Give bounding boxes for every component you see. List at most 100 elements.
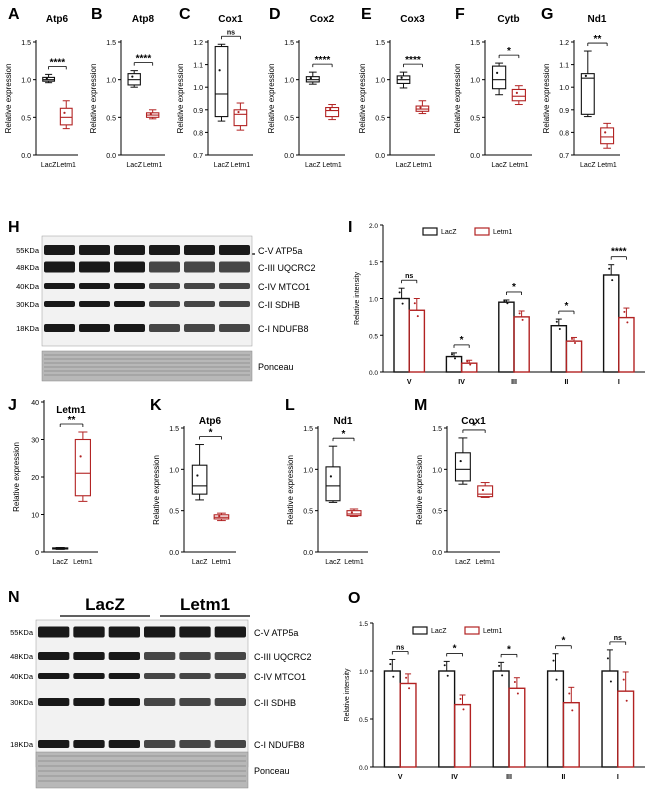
y-tick-label-C-0: 1.2 — [193, 40, 203, 47]
panel-letter-M: M — [414, 397, 427, 414]
y-tick-label-E-1: 1.0 — [375, 78, 385, 85]
y-tick-label-O-3: 0.0 — [359, 765, 368, 772]
sig-label-I-3: * — [564, 301, 568, 312]
blot-kda-H-1: 48KDa — [16, 263, 40, 272]
y-tick-label-K-3: 0.0 — [169, 550, 179, 557]
blot-protein-N-1: C-III UQCRC2 — [254, 652, 312, 662]
y-axis-label-K: Relative expression — [152, 455, 161, 525]
y-tick-label-M-0: 1.5 — [432, 426, 442, 433]
x-tick-label-M-0: LacZ — [455, 559, 471, 566]
blot-band-H-2-1 — [79, 283, 110, 289]
panel-title-B: Atp8 — [132, 14, 155, 25]
bar-I-III-lacz — [498, 301, 515, 373]
blot-band-N-4-3 — [144, 740, 176, 748]
y-tick-label-I-3: 0.5 — [369, 333, 378, 340]
x-tick-label-I-3: II — [564, 379, 568, 386]
bar-O-III-lacz — [492, 670, 510, 768]
x-tick-label-B-0: LacZ — [126, 162, 142, 169]
panel-letter-A: A — [8, 6, 20, 23]
y-tick-label-B-0: 1.5 — [106, 40, 116, 47]
y-tick-label-M-2: 0.5 — [432, 509, 442, 516]
box-M-letm1-point — [481, 488, 485, 492]
bar-O-V-lacz — [383, 670, 401, 768]
y-tick-label-D-0: 1.5 — [284, 40, 294, 47]
legend-label-lacz-I: LacZ — [441, 229, 457, 236]
x-tick-label-O-1: IV — [451, 774, 458, 781]
blot-protein-N-0: C-V ATP5a — [254, 628, 298, 638]
bar-O-I-letm1-point-2 — [625, 699, 628, 702]
y-tick-label-G-3: 0.9 — [559, 108, 569, 115]
y-tick-label-D-3: 0.0 — [284, 153, 294, 160]
blot-band-N-2-4 — [179, 673, 211, 679]
y-tick-label-J-1: 30 — [31, 438, 39, 445]
box-K-letm1-point — [218, 514, 221, 518]
blot-band-H-2-5 — [219, 283, 250, 289]
panel-title-M: Cox1 — [461, 416, 486, 427]
blot-band-H-2-3 — [149, 283, 180, 289]
y-tick-label-C-1: 1.1 — [193, 63, 203, 70]
panel-letter-N: N — [8, 589, 20, 606]
x-tick-label-A-0: LacZ — [41, 162, 57, 169]
blot-band-N-4-2 — [108, 740, 140, 748]
blot-band-H-1-5 — [219, 261, 250, 273]
blot-band-N-0-3 — [144, 626, 176, 638]
blot-band-H-4-1 — [79, 324, 110, 332]
bar-I-IV-letm1-point-1 — [466, 360, 469, 363]
x-tick-label-E-1: Letm1 — [413, 162, 433, 169]
bar-I-V-lacz — [393, 297, 410, 373]
bar-O-II-letm1-point-2 — [571, 709, 574, 712]
panel-title-C: Cox1 — [218, 14, 243, 25]
y-tick-label-D-1: 1.0 — [284, 78, 294, 85]
sig-label-J: ** — [68, 415, 76, 426]
blot-kda-N-3: 30KDa — [10, 698, 34, 707]
blot-kda-H-0: 55KDa — [16, 246, 40, 255]
bar-I-IV-lacz-point-2 — [454, 357, 457, 360]
blot-band-H-4-3 — [149, 324, 180, 332]
bar-I-II-letm1-point-1 — [570, 337, 573, 340]
box-G-letm1 — [600, 127, 615, 145]
blot-band-H-1-0 — [44, 261, 75, 273]
bar-O-IV-lacz — [438, 670, 456, 768]
box-D-lacz-point — [309, 77, 312, 80]
bar-I-IV-lacz-point-1 — [451, 353, 454, 356]
blot-protein-H-0: C-V ATP5a — [258, 246, 302, 256]
bar-I-II-letm1 — [565, 340, 583, 373]
panel-letter-G: G — [541, 6, 553, 23]
blot-band-H-3-5 — [219, 301, 250, 307]
blot-band-N-3-0 — [38, 698, 70, 706]
sig-label-F: * — [507, 46, 511, 57]
y-tick-label-A-2: 0.5 — [21, 115, 31, 122]
blot-band-N-1-5 — [214, 652, 246, 660]
y-tick-label-J-2: 20 — [31, 475, 39, 482]
x-tick-label-F-1: Letm1 — [509, 162, 529, 169]
blot-band-H-2-4 — [184, 283, 215, 289]
blot-band-N-0-5 — [214, 626, 246, 638]
bar-O-I-lacz — [601, 670, 619, 768]
blot-band-N-2-2 — [108, 673, 140, 679]
box-F-lacz-point — [496, 71, 499, 74]
legend-swatch-lacz-O — [412, 626, 428, 635]
blot-band-H-3-2 — [114, 301, 145, 307]
y-axis-label-L: Relative expression — [286, 455, 295, 525]
blot-band-H-1-3 — [149, 261, 180, 273]
blot-band-N-0-0 — [38, 626, 70, 638]
blot-kda-H-4: 18KDa — [16, 324, 40, 333]
y-tick-label-L-1: 1.0 — [303, 467, 313, 474]
bar-O-II-lacz — [546, 670, 565, 768]
panel-letter-I: I — [348, 219, 352, 236]
bar-O-II-lacz-point-2 — [555, 678, 558, 681]
blot-membrane-N — [35, 619, 249, 768]
bar-O-IV-lacz-point-1 — [443, 664, 446, 667]
x-tick-label-G-0: LacZ — [580, 162, 596, 169]
y-tick-label-F-3: 0.0 — [470, 153, 480, 160]
bar-I-I-letm1 — [618, 316, 635, 373]
panel-title-K: Atp6 — [199, 416, 222, 427]
bar-O-III-lacz-point-1 — [498, 664, 501, 667]
bar-O-II-lacz-point-1 — [552, 659, 555, 662]
bar-O-III-lacz-point-2 — [501, 674, 504, 677]
bar-I-I-letm1-point-2 — [626, 321, 629, 324]
box-J-letm1 — [74, 438, 91, 497]
y-tick-label-O-1: 1.0 — [359, 669, 368, 676]
bar-O-IV-letm1 — [453, 703, 472, 768]
blot-band-H-0-4 — [184, 245, 215, 255]
